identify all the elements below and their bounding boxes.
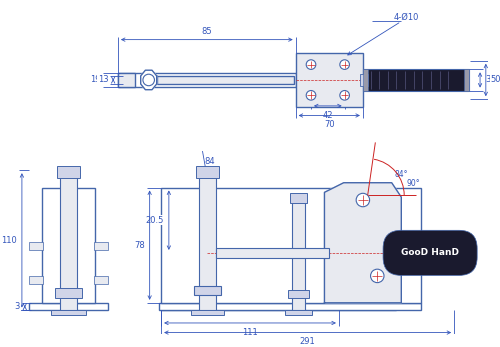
Text: 291: 291 (300, 337, 316, 346)
Text: 19: 19 (90, 75, 101, 84)
Text: 30: 30 (485, 75, 496, 84)
Polygon shape (324, 183, 402, 303)
Bar (191, 310, 224, 315)
Text: 20.5: 20.5 (146, 216, 164, 225)
Bar (57, 167, 80, 178)
Bar (296, 53, 363, 107)
Bar (28, 276, 43, 283)
Text: 84: 84 (205, 158, 216, 167)
Bar (42, 187, 95, 303)
Text: 78: 78 (134, 241, 145, 249)
Bar (94, 276, 108, 283)
Circle shape (143, 74, 154, 86)
Circle shape (340, 91, 349, 100)
Circle shape (306, 91, 316, 100)
Text: 90°: 90° (406, 179, 419, 188)
Bar (161, 187, 420, 303)
Text: 84°: 84° (394, 170, 408, 179)
Bar (160, 303, 420, 311)
FancyBboxPatch shape (394, 242, 456, 263)
Bar (28, 242, 43, 250)
Bar (288, 290, 309, 298)
Bar (94, 242, 108, 250)
Text: GooD HanD: GooD HanD (401, 248, 459, 257)
Bar (360, 74, 368, 86)
Text: 13: 13 (98, 75, 108, 84)
Bar (196, 167, 219, 178)
Polygon shape (140, 70, 156, 90)
Bar (464, 69, 468, 91)
Text: 70: 70 (324, 120, 334, 129)
Circle shape (370, 269, 384, 282)
Bar (194, 286, 220, 295)
Bar (216, 248, 330, 258)
Bar (28, 303, 108, 311)
Circle shape (356, 193, 370, 207)
Bar (118, 73, 296, 87)
Text: 42: 42 (322, 111, 333, 120)
Bar (161, 303, 396, 311)
Bar (158, 76, 294, 84)
Text: 3: 3 (14, 302, 20, 311)
Bar (198, 170, 216, 311)
Text: 4-Ø10: 4-Ø10 (394, 13, 419, 22)
Bar (60, 170, 77, 311)
Bar (396, 244, 402, 262)
Text: 50: 50 (490, 75, 500, 84)
Circle shape (306, 60, 316, 69)
Bar (51, 310, 86, 315)
Bar (363, 69, 469, 91)
Bar (55, 288, 82, 298)
Text: 85: 85 (202, 27, 212, 36)
Text: 110: 110 (2, 236, 17, 245)
Bar (118, 73, 135, 87)
Bar (290, 193, 307, 203)
Bar (285, 310, 312, 315)
Circle shape (340, 60, 349, 69)
Bar (292, 197, 306, 311)
Bar (363, 69, 368, 91)
Text: 111: 111 (242, 328, 258, 337)
